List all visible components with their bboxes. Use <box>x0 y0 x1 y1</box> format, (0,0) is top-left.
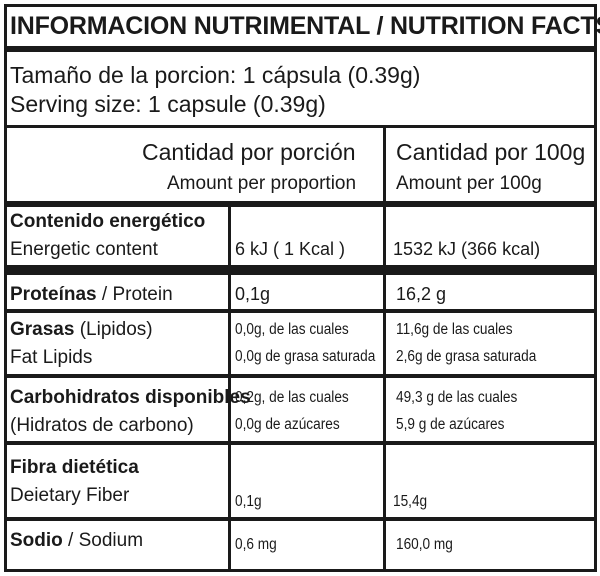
fat-divider <box>4 374 597 378</box>
sodium-per-100g: 160,0 mg <box>396 536 453 553</box>
energy-per-100g: 1532 kJ (366 kcal) <box>393 239 541 259</box>
protein-name-es: Proteínas <box>10 284 97 305</box>
header-per-100g-es: Cantidad por 100g <box>396 139 586 165</box>
title-divider <box>4 46 597 52</box>
sodium-name-en: Sodium <box>78 530 144 551</box>
sodium-name-es: Sodio <box>10 530 63 551</box>
protein-portion: 0,1g <box>235 284 271 304</box>
header-per-portion-es: Cantidad por porción <box>142 139 356 165</box>
fiber-divider <box>4 517 597 521</box>
fat-per-100g-total: 11,6g de las cuales <box>396 321 513 338</box>
fiber-per-100g: 15,4g <box>393 493 428 510</box>
header-per-100g-en: Amount per 100g <box>396 173 542 194</box>
label-border <box>4 4 597 572</box>
protein-name-en: Protein <box>112 284 173 305</box>
sodium-name: Sodio / Sodium <box>10 531 143 550</box>
protein-separator: / <box>96 284 113 305</box>
energy-name: Contenido energético <box>10 211 206 232</box>
label-title: INFORMACION NUTRIMENTAL / NUTRITION FACT… <box>10 12 600 40</box>
carb-name: Carbohidratos disponibles <box>10 387 251 408</box>
protein-name: Proteínas / Protein <box>10 285 173 304</box>
serving-divider <box>4 125 597 128</box>
fat-name: Grasas (Lipidos) <box>10 320 153 339</box>
sodium-separator: / <box>62 530 79 551</box>
energy-divider <box>4 265 597 275</box>
protein-divider <box>4 309 597 313</box>
fat-portion-total: 0,0g, de las cuales <box>235 321 349 338</box>
energy-portion: 6 kJ ( 1 Kcal ) <box>235 239 346 259</box>
header-divider <box>4 201 597 207</box>
fiber-portion: 0,1g <box>235 493 262 510</box>
carb-name-sub: (Hidratos de carbono) <box>10 415 194 436</box>
fat-name-es: Grasas <box>10 319 75 340</box>
serving-size-es: Tamaño de la porcion: 1 cápsula (0.39g) <box>10 62 421 88</box>
energy-name-en: Energetic content <box>10 239 158 260</box>
carb-portion-total: 0,2g, de las cuales <box>235 389 349 406</box>
protein-per-100g: 16,2 g <box>396 284 447 304</box>
carb-per-100g-total: 49,3 g de las cuales <box>396 389 518 406</box>
header-per-portion-en: Amount per proportion <box>167 173 357 194</box>
fat-portion-saturated: 0,0g de grasa saturada <box>235 348 376 365</box>
fat-per-100g-saturated: 2,6g de grasa saturada <box>396 348 537 365</box>
fiber-name-en: Deietary Fiber <box>10 485 130 506</box>
carb-per-100g-sugars: 5,9 g de azúcares <box>396 416 505 433</box>
column-divider-2 <box>383 125 386 571</box>
fat-name-lipidos: (Lipidos) <box>74 319 153 340</box>
column-divider-1 <box>228 201 231 571</box>
fat-name-en: Fat Lipids <box>10 347 93 368</box>
serving-size-en: Serving size: 1 capsule (0.39g) <box>10 91 326 117</box>
carb-portion-sugars: 0,0g de azúcares <box>235 416 340 433</box>
sodium-portion: 0,6 mg <box>235 536 277 553</box>
carb-divider <box>4 441 597 445</box>
fiber-name: Fibra dietética <box>10 457 139 478</box>
